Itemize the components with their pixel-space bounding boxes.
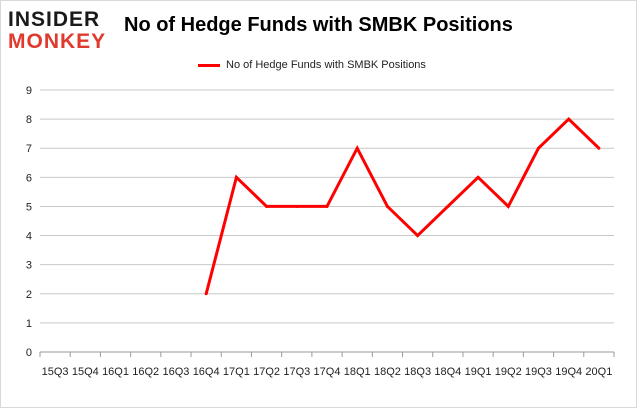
x-tick-label: 19Q1	[465, 366, 492, 378]
x-tick-label: 16Q3	[162, 366, 189, 378]
data-point	[265, 204, 269, 208]
data-point	[325, 204, 329, 208]
y-tick-label: 8	[26, 114, 32, 126]
data-point	[506, 204, 510, 208]
data-point	[416, 234, 420, 238]
y-tick-label: 2	[26, 289, 32, 301]
x-tick-label: 17Q3	[283, 366, 310, 378]
chart-legend: No of Hedge Funds with SMBK Positions	[198, 58, 426, 72]
x-tick-label: 17Q1	[223, 366, 250, 378]
y-tick-label: 4	[26, 231, 32, 243]
x-tick-label: 16Q1	[102, 366, 129, 378]
x-tick-label: 19Q2	[495, 366, 522, 378]
legend-swatch	[198, 63, 220, 67]
data-point	[567, 117, 571, 121]
x-tick-label: 18Q3	[404, 366, 431, 378]
data-point	[385, 204, 389, 208]
x-tick-label: 15Q3	[42, 366, 69, 378]
data-point	[446, 204, 450, 208]
x-tick-label: 18Q1	[344, 366, 371, 378]
y-tick-label: 5	[26, 201, 32, 213]
x-tick-label: 18Q4	[434, 366, 461, 378]
data-point	[476, 175, 480, 179]
data-point	[234, 175, 238, 179]
y-tick-label: 1	[26, 318, 32, 330]
data-point	[597, 146, 601, 150]
logo-text-insider: INSIDER	[8, 8, 101, 31]
x-tick-label: 17Q4	[314, 366, 341, 378]
x-tick-label: 17Q2	[253, 366, 280, 378]
insider-monkey-logo: INSIDER MONKEY	[8, 6, 120, 54]
x-tick-label: 18Q2	[374, 366, 401, 378]
data-point	[295, 204, 299, 208]
x-tick-label: 16Q2	[132, 366, 159, 378]
y-tick-label: 0	[26, 347, 32, 359]
y-tick-label: 9	[26, 85, 32, 97]
data-point	[204, 292, 208, 296]
x-tick-label: 15Q4	[72, 366, 99, 378]
data-point	[355, 146, 359, 150]
series-line-0	[204, 117, 600, 295]
logo-text-monkey: MONKEY	[8, 30, 107, 53]
chart-title: No of Hedge Funds with SMBK Positions	[124, 14, 513, 36]
y-tick-label: 6	[26, 172, 32, 184]
x-tick-label: 19Q4	[555, 366, 582, 378]
legend-label: No of Hedge Funds with SMBK Positions	[226, 59, 426, 71]
data-point	[536, 146, 540, 150]
x-tick-label: 19Q3	[525, 366, 552, 378]
y-tick-label: 3	[26, 260, 32, 272]
x-tick-label: 16Q4	[193, 366, 220, 378]
y-tick-label: 7	[26, 143, 32, 155]
x-tick-label: 20Q1	[585, 366, 612, 378]
